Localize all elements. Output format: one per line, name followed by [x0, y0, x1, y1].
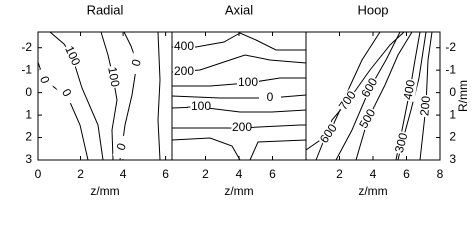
- contour-label: -100: [187, 99, 211, 113]
- contour-label: 600: [358, 75, 380, 100]
- label-backdrop: [105, 65, 121, 89]
- label-backdrop: [188, 101, 210, 113]
- y-tick-label: 2: [25, 130, 32, 144]
- x-tick-label: 0: [35, 167, 42, 181]
- label-backdrop: [173, 41, 195, 53]
- x-tick-label: 8: [437, 167, 444, 181]
- contour-line: [49, 31, 104, 161]
- label-backdrop: [128, 50, 146, 76]
- panel-title: Axial: [225, 2, 253, 17]
- y-tick-label: 2: [449, 130, 456, 144]
- contour-label: 300: [392, 131, 411, 154]
- contour-line: [171, 137, 241, 161]
- contour-label: 400: [401, 78, 418, 100]
- x-axis-label: z/mm: [358, 184, 387, 198]
- contour-label: 0: [267, 90, 274, 104]
- plot-frame: [305, 31, 441, 161]
- contour-label: 600: [317, 121, 340, 146]
- contour-label: 200: [417, 95, 433, 116]
- label-backdrop: [61, 43, 83, 69]
- contour-line: [172, 124, 306, 129]
- y-tick-label: 1: [449, 107, 456, 121]
- panel-title: Radial: [87, 2, 124, 17]
- contour-line: [171, 94, 307, 99]
- label-backdrop: [336, 88, 360, 114]
- contour-line: [100, 31, 118, 161]
- x-tick-label: 6: [162, 167, 169, 181]
- y-tick-label: -2: [21, 40, 32, 54]
- label-backdrop: [419, 94, 433, 118]
- y-tick-label: -1: [21, 62, 32, 76]
- label-backdrop: [112, 134, 132, 160]
- contour-line: [249, 139, 307, 161]
- y-tick-label: -1: [445, 62, 456, 76]
- y-axis-label: R/mm: [456, 80, 470, 112]
- y-tick-label: 1: [25, 107, 32, 121]
- contour-label: 0: [114, 141, 130, 152]
- x-tick-label: 4: [120, 167, 127, 181]
- x-tick-label: 2: [202, 167, 209, 181]
- contour-label: 0: [37, 74, 53, 85]
- x-tick-label: 6: [403, 167, 410, 181]
- label-backdrop: [237, 77, 259, 89]
- x-tick-label: 2: [77, 167, 84, 181]
- label-backdrop: [229, 122, 251, 134]
- x-tick-label: 4: [236, 167, 243, 181]
- contour-label: -200: [228, 120, 252, 134]
- contour-label: 100: [105, 66, 122, 88]
- x-tick-label: 6: [269, 167, 276, 181]
- label-backdrop: [317, 121, 341, 147]
- label-backdrop: [402, 78, 418, 102]
- label-backdrop: [55, 80, 77, 106]
- contour-line: [172, 32, 306, 51]
- contour-line: [157, 31, 161, 161]
- x-tick-label: 4: [370, 167, 377, 181]
- label-backdrop: [359, 75, 381, 101]
- x-axis-label: z/mm: [90, 184, 119, 198]
- y-tick-label: 3: [449, 152, 456, 166]
- contour-line: [419, 31, 433, 161]
- label-backdrop: [393, 130, 411, 156]
- contour-label: 700: [336, 88, 359, 113]
- contour-label: 400: [174, 39, 194, 53]
- label-backdrop: [357, 106, 379, 132]
- contour-label: 500: [356, 106, 378, 131]
- contour-label: 100: [238, 75, 258, 89]
- y-tick-label: 3: [25, 152, 32, 166]
- y-tick-label: 0: [449, 85, 456, 99]
- x-axis-label: z/mm: [224, 184, 253, 198]
- label-backdrop: [259, 92, 281, 104]
- plot-frame: [37, 31, 173, 161]
- y-tick-label: -2: [445, 40, 456, 54]
- contour-label: 100: [62, 44, 83, 68]
- x-tick-label: 2: [336, 167, 343, 181]
- contour-label: 200: [174, 64, 194, 78]
- label-backdrop: [34, 67, 54, 93]
- contour-line: [171, 54, 307, 73]
- contour-line: [355, 31, 413, 161]
- contour-label: 0: [129, 57, 144, 67]
- panel-title: Hoop: [357, 2, 388, 17]
- y-tick-label: 0: [25, 85, 32, 99]
- label-backdrop: [173, 66, 195, 78]
